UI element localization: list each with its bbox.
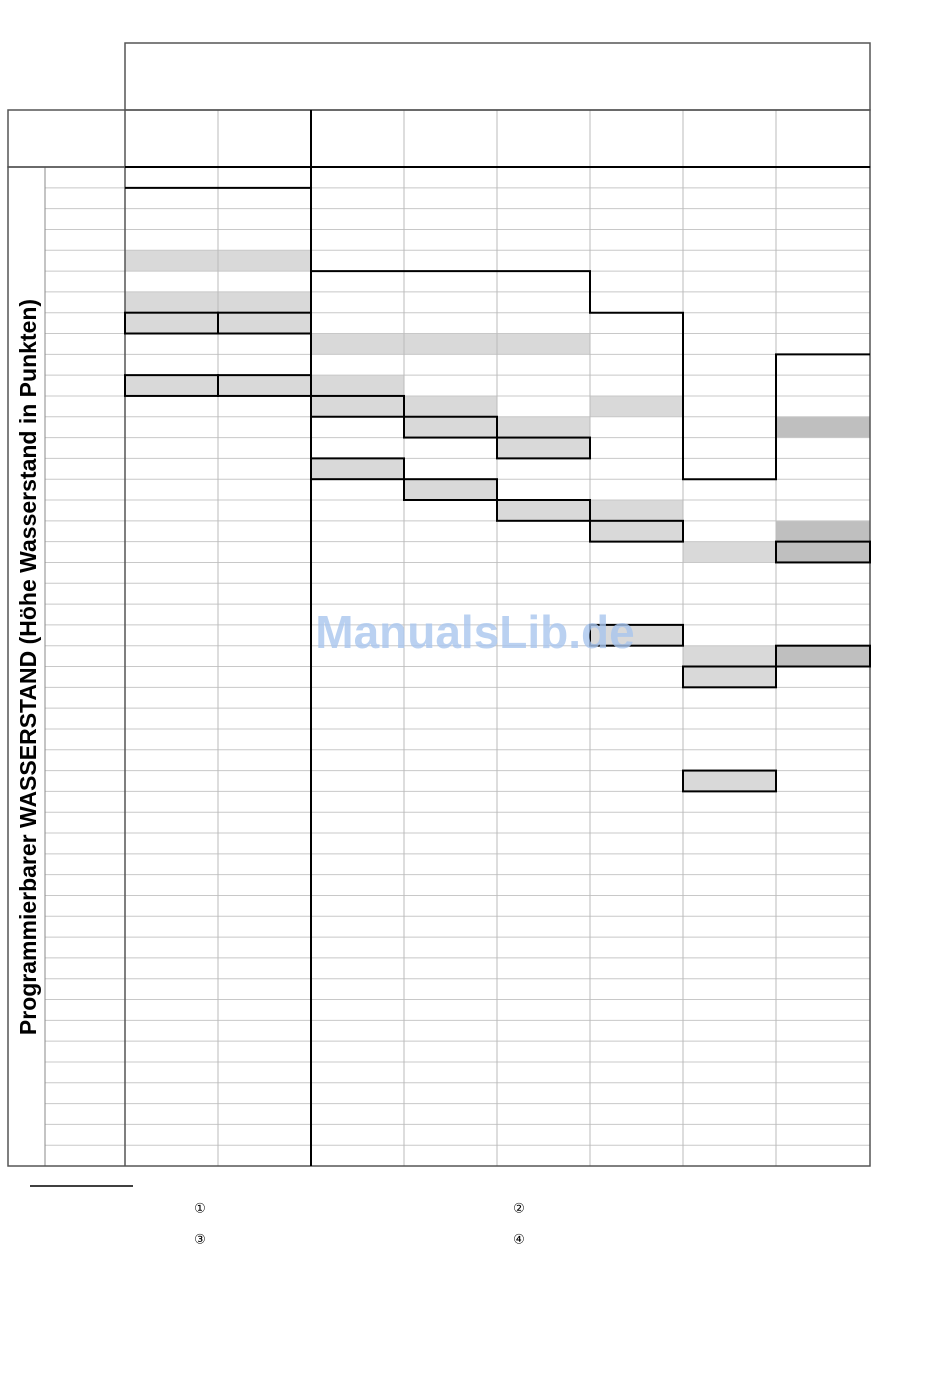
footnote-marker: ④ bbox=[513, 1231, 525, 1246]
shaded-cell bbox=[125, 312, 218, 334]
water-level-table bbox=[7, 42, 871, 1167]
shaded-cell bbox=[683, 770, 776, 792]
shaded-cell bbox=[218, 291, 311, 313]
boxed-cell bbox=[403, 478, 498, 501]
shaded-cell bbox=[125, 291, 218, 313]
footnote-marker: ① bbox=[194, 1200, 206, 1215]
shaded-cell bbox=[218, 312, 311, 334]
shaded-cell bbox=[590, 500, 683, 521]
shaded-cell bbox=[776, 645, 870, 667]
shaded-cell bbox=[683, 541, 776, 563]
shaded-cell bbox=[311, 395, 404, 417]
shaded-cell bbox=[590, 520, 683, 542]
boxed-cell bbox=[589, 519, 684, 543]
boxed-cell bbox=[217, 374, 312, 397]
shaded-cell bbox=[590, 624, 683, 646]
shaded-cell bbox=[776, 416, 870, 438]
shaded-cell bbox=[125, 375, 218, 396]
shaded-cell bbox=[497, 437, 590, 459]
shaded-cell bbox=[218, 250, 311, 272]
boxed-cell bbox=[310, 394, 405, 418]
shaded-cell bbox=[590, 395, 683, 417]
boxed-cell bbox=[775, 540, 871, 564]
shaded-cell bbox=[683, 666, 776, 688]
boxed-cell bbox=[496, 436, 591, 460]
footnote-marker: ② bbox=[513, 1200, 525, 1215]
shaded-cell bbox=[497, 333, 590, 355]
boxed-cell bbox=[496, 499, 591, 522]
shaded-cell bbox=[404, 333, 497, 355]
watermark: ManualsLib.de bbox=[315, 606, 634, 658]
footnote-marker: ③ bbox=[194, 1231, 206, 1246]
shaded-cell bbox=[404, 479, 497, 500]
shaded-cell bbox=[497, 416, 590, 438]
boxed-cell bbox=[775, 644, 871, 668]
boxed-cell bbox=[310, 457, 405, 481]
boxed-cell bbox=[589, 623, 684, 647]
boxed-cell bbox=[682, 769, 777, 793]
shaded-cell bbox=[218, 375, 311, 396]
header-box bbox=[124, 42, 871, 111]
shaded-cell bbox=[404, 416, 497, 438]
boxed-cell bbox=[403, 415, 498, 439]
shaded-cell bbox=[776, 541, 870, 563]
shaded-cell bbox=[497, 500, 590, 521]
shaded-cell bbox=[311, 375, 404, 396]
shaded-cell bbox=[404, 395, 497, 417]
shaded-cell bbox=[311, 333, 404, 355]
side-label: Programmierbarer WASSERSTAND (Höhe Wasse… bbox=[15, 299, 41, 1035]
shaded-cell bbox=[776, 520, 870, 542]
boxed-cell bbox=[217, 311, 312, 335]
shaded-cell bbox=[125, 250, 218, 272]
header-row bbox=[7, 109, 871, 168]
boxed-cell bbox=[682, 665, 777, 689]
shaded-cell bbox=[683, 645, 776, 667]
shaded-cell bbox=[311, 458, 404, 480]
step-line bbox=[311, 270, 870, 481]
